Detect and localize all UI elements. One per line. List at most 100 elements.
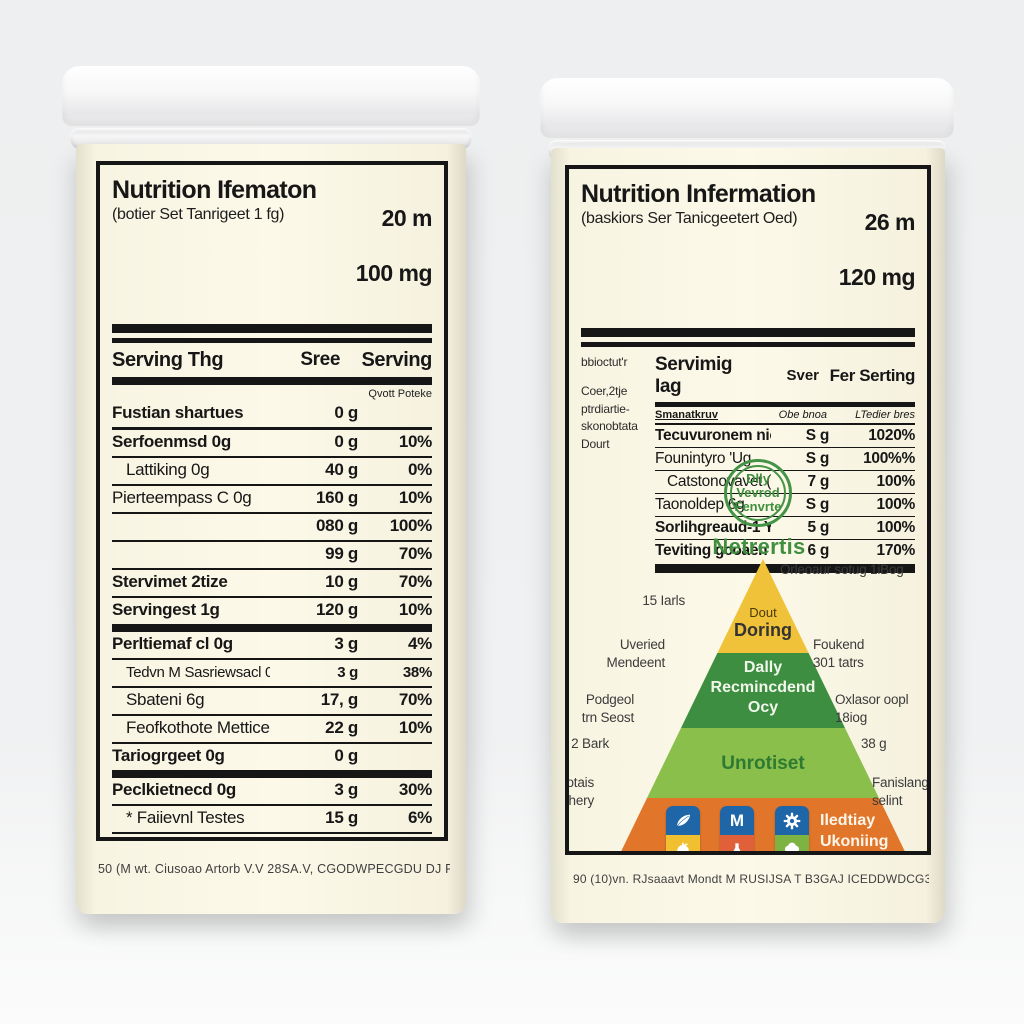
annotation: Oxlasor oopl 18iog [835,692,909,725]
row-percent: Serving [361,348,432,371]
label-title: Nutrition Ifematon [112,176,317,204]
label-footnote: 50 (M wt. Ciusoao Artorb V.V 28SA.V, CGO… [98,862,450,876]
row-percent: 10% [398,600,432,620]
table-row: Feofkothote Metticed 0ag 22 g 10% [112,716,432,744]
divider [112,623,432,632]
divider [112,376,432,385]
label-footnote: 90 (10)vn. RJsaaavt Mondt M RUSIJSA T B3… [573,872,929,886]
flask-icon [720,835,754,851]
amount-line-2: 120 mg [838,263,916,290]
row-value: 3 g [334,780,358,800]
lid-cap [62,66,480,126]
row-value: 0 g [334,432,358,452]
left-jar-label: Nutrition Ifematon (botier Set Tanrigeet… [76,144,466,914]
label-subtitle: (baskiors Ser Tanicgeetert Oed) [581,210,798,228]
margin-note: Coer,2tje [581,384,628,399]
tree-icon [775,835,809,851]
divider [112,337,432,343]
row-percent: 100% [876,472,916,490]
row-value: S g [805,426,830,444]
annotation: Uveried Mendeent [606,637,666,670]
annotation: Podgeol trn Seost [581,692,634,725]
row-percent: 30% [398,780,432,800]
pyramid-top-label: Doring [734,620,792,640]
row-value: 120 g [316,600,358,620]
row-value: 7 g [807,472,830,490]
pyramid-title: Netrertis [712,534,806,559]
row-name: Lattiking 0g [126,460,210,480]
pyramid-infographic: Dlly Vevrod Fenvrte Netrertis Dout Dorin… [569,446,929,851]
table-row: Stervimet 2tize 10 g 70% [112,570,432,598]
row-value: 17, g [320,690,359,710]
annotation: 2 Bark [571,736,609,751]
table-row: Pierteempass C 0g 160 g 10% [112,486,432,514]
row-percent: 170% [876,541,916,559]
row-percent: 100%% [863,449,915,467]
row-value: Sree [300,349,340,371]
row-name: Perltiemaf cl 0g [112,634,233,654]
serving-header-row: Servimig Iag Sver Fer Serting [655,351,915,407]
margin-note: bbioctut'r [581,354,628,369]
row-value: 5 g [807,518,830,536]
row-value: 0 g [334,403,358,423]
annotation: Foukend 301 tatrs [813,637,865,670]
table-row: Tedvn M Sasriewsacl 0g 3 g 38% [112,660,432,688]
table-row: Tecuvuronem niord 0g S g 1020% [655,425,915,448]
table-row: Peclkietnecd 0g 3 g 30% [112,778,432,806]
table-row: 99 g 70% [112,542,432,570]
row-value: 40 g [325,460,358,480]
row-percent: LTedier bres [855,408,915,421]
row-percent: Fer Serting [829,365,916,385]
left-nutrition-table: Nutrition Ifematon (botier Set Tanrigeet… [96,161,448,841]
row-percent: 0% [408,460,432,480]
left-jar-lid [62,66,480,150]
table-row: 080 g 100% [112,514,432,542]
lid-cap [540,78,954,138]
table-row: Fustian shartues 0 g [112,401,432,430]
row-percent: 38% [402,663,432,681]
row-percent: 1020% [868,426,915,444]
row-value: 0 g [334,746,358,766]
row-percent: 70% [398,572,432,592]
table-row: Perltiemaf cl 0g 3 g 4% [112,632,432,660]
left-jar: Nutrition Ifematon (botier Set Tanrigeet… [62,66,480,916]
table-row: Cowiiciny sigoesg17% [112,834,432,837]
divider [655,563,915,573]
row-percent: 70% [398,690,432,710]
table-row: Sbateni 6g 17, g 70% [112,688,432,716]
pyramid-lower-label: Unrotiset [721,753,805,774]
margin-note: Dourt [581,436,610,451]
row-percent: 10% [398,718,432,738]
amount-line-2: 100 mg [355,259,433,286]
row-name: Founintyro 'Ug [655,449,752,467]
row-value: 99 g [325,544,358,564]
row-percent: 6% [408,808,432,828]
row-percent: 70% [398,544,432,564]
row-value: 6 g [807,541,830,559]
row-name: * Faiievnl Testes [126,808,245,828]
pyramid-mid-label: Dally Recmincdend Ocy [710,659,816,716]
letter-m-icon: M [720,806,754,835]
row-percent: 17% [358,836,432,837]
row-name: Smanatkruv [655,408,718,421]
row-value: 080 g [316,516,358,536]
table-row: Taonoldep 6g S g 100% [655,494,915,517]
annotation: Fanislang selint [872,775,929,808]
row-name: Servingest 1g [112,600,220,620]
row-percent: 4% [408,634,432,654]
annotation: 38 g [861,736,887,751]
row-name: Servimig Iag [655,353,733,397]
fruit-icon [666,835,700,851]
row-name: Serving Thg [112,348,224,371]
table-row: Servingest 1g 120 g 10% [112,598,432,624]
row-name: Tariogrgeet 0g [112,746,225,766]
label-header: Nutrition Infermation (baskiors Ser Tani… [581,181,916,319]
table-row: Tariogrgeet 0g 0 g [112,744,432,770]
row-value: 15 g [325,808,358,828]
column-note: Qvott Poteke [368,387,432,400]
row-value: S g [805,449,830,467]
pyramid-band-orange [615,798,911,851]
icon-badge-1 [666,806,700,851]
divider [112,323,432,333]
row-value: 22 g [325,718,358,738]
